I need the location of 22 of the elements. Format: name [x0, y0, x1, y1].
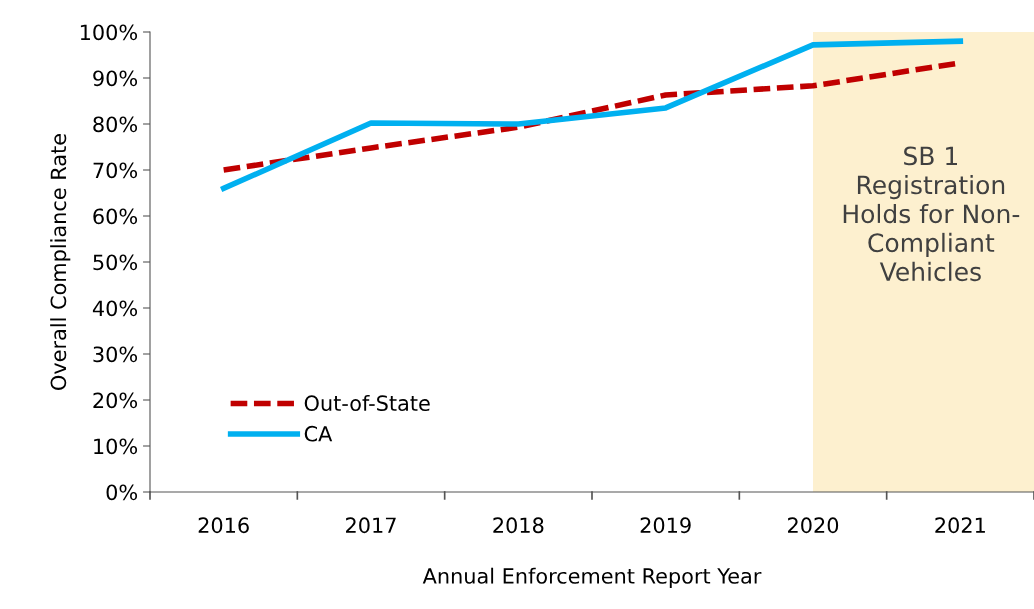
y-tick-label: 30%: [93, 346, 138, 363]
legend-label: Out-of-State: [304, 394, 430, 412]
y-tick-label: 0%: [106, 484, 138, 501]
y-tick-label: 60%: [93, 208, 138, 225]
legend-label: CA: [304, 425, 333, 442]
y-tick-label: 40%: [92, 300, 138, 317]
y-tick-label: 90%: [93, 70, 138, 87]
y-tick-label: 70%: [93, 162, 138, 179]
y-axis-title: Overall Compliance Rate: [50, 134, 71, 390]
x-tick-label: 2018: [493, 517, 544, 534]
x-tick-label: 2020: [788, 517, 839, 534]
y-tick-label: 100%: [80, 24, 138, 41]
y-tick-label: 20%: [93, 392, 138, 409]
x-tick-label: 2019: [640, 517, 691, 534]
y-tick-label: 10%: [94, 438, 138, 455]
x-tick-label: 2017: [346, 517, 396, 534]
x-tick-label: 2016: [198, 517, 249, 534]
band-label: SB 1 Registration Holds for Non- Compliant Vehicles: [843, 146, 1020, 282]
x-axis-title: Annual Enforcement Report Year: [422, 567, 762, 588]
x-tick-label: 2021: [935, 517, 985, 534]
y-tick-label: 80%: [93, 116, 138, 133]
y-tick-label: 50%: [93, 254, 138, 271]
